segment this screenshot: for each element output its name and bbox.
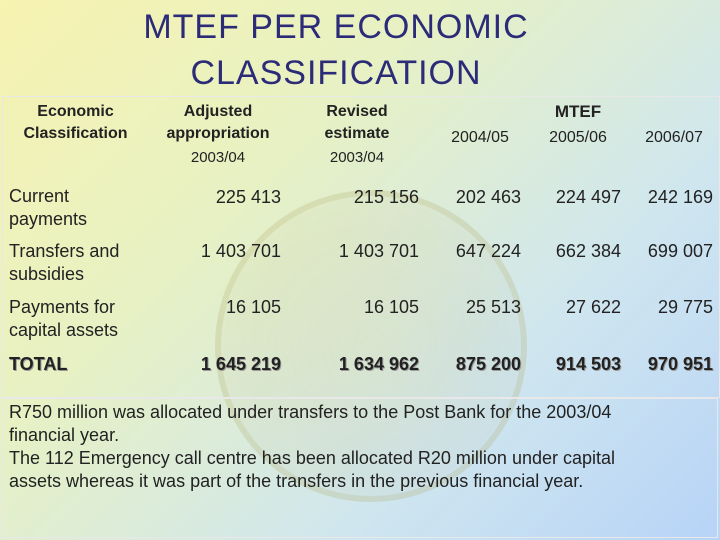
notes-box: R750 million was allocated under transfe… <box>2 398 718 538</box>
cell-revised: 215 156 <box>353 187 419 207</box>
cell-2006-07: 699 007 <box>647 241 713 261</box>
cell-2004-05-total: 875 200 <box>455 354 521 374</box>
cell-revised: 1 403 701 <box>338 241 419 261</box>
row-label-current-payments: Current payments <box>9 185 87 231</box>
cell-2006-07-total: 970 951 <box>647 354 713 374</box>
header-text: Classification <box>23 125 128 142</box>
cell-2006-07: 29 775 <box>657 297 713 317</box>
cell-2005-06: 224 497 <box>555 187 621 207</box>
note-line-3: The 112 Emergency call centre has been a… <box>9 448 616 468</box>
row-label-payments-for-capital-assets: Payments for capital assets <box>9 296 118 342</box>
note-line-2: financial year. <box>9 425 120 445</box>
header-adjusted-appropriation: Adjusted appropriation 2003/04 <box>153 101 283 169</box>
header-text: Revised <box>326 103 388 120</box>
coat-of-arms-watermark <box>215 190 527 502</box>
header-2004-05: 2004/05 <box>451 129 509 146</box>
row-label-text: subsidies <box>9 264 85 284</box>
cell-adjusted: 16 105 <box>225 297 281 317</box>
header-text: estimate <box>324 125 390 142</box>
title-line-1: MTEF PER ECONOMIC <box>143 8 529 46</box>
header-economic-classification: Economic Classification <box>3 101 148 145</box>
title-line-2: CLASSIFICATION <box>190 54 482 92</box>
header-2005-06: 2005/06 <box>549 129 607 146</box>
cell-2006-07: 242 169 <box>647 187 713 207</box>
cell-adjusted: 1 403 701 <box>200 241 281 261</box>
header-mtef: MTEF <box>554 102 602 121</box>
cell-revised: 16 105 <box>363 297 419 317</box>
header-text: 2003/04 <box>329 149 385 166</box>
row-label-text: capital assets <box>9 320 119 340</box>
cell-2005-06: 27 622 <box>565 297 621 317</box>
note-line-1: R750 million was allocated under transfe… <box>9 402 612 422</box>
cell-revised-total: 1 634 962 <box>338 354 419 374</box>
cell-2004-05: 647 224 <box>455 241 521 261</box>
cell-2004-05: 25 513 <box>465 297 521 317</box>
row-label-total: TOTAL <box>9 354 68 374</box>
header-text: 2003/04 <box>190 149 246 166</box>
row-label-text: Current <box>9 186 70 206</box>
row-label-text: payments <box>9 209 88 229</box>
header-revised-estimate: Revised estimate 2003/04 <box>291 101 423 169</box>
header-text: Adjusted <box>183 103 253 120</box>
mtef-table: Economic Classification Adjusted appropr… <box>2 96 720 398</box>
cell-2004-05: 202 463 <box>455 187 521 207</box>
row-label-text: Transfers and <box>9 241 120 261</box>
header-text: Economic <box>37 103 114 120</box>
page-title: MTEF PER ECONOMIC CLASSIFICATION <box>0 4 672 96</box>
header-text: appropriation <box>166 125 270 142</box>
cell-adjusted: 225 413 <box>215 187 281 207</box>
header-2006-07: 2006/07 <box>645 129 703 146</box>
row-label-text: Payments for <box>9 297 116 317</box>
note-line-4: assets whereas it was part of the transf… <box>9 471 584 491</box>
row-label-transfers-and-subsidies: Transfers and subsidies <box>9 240 119 286</box>
cell-2005-06-total: 914 503 <box>555 354 621 374</box>
cell-2005-06: 662 384 <box>555 241 621 261</box>
cell-adjusted-total: 1 645 219 <box>200 354 281 374</box>
